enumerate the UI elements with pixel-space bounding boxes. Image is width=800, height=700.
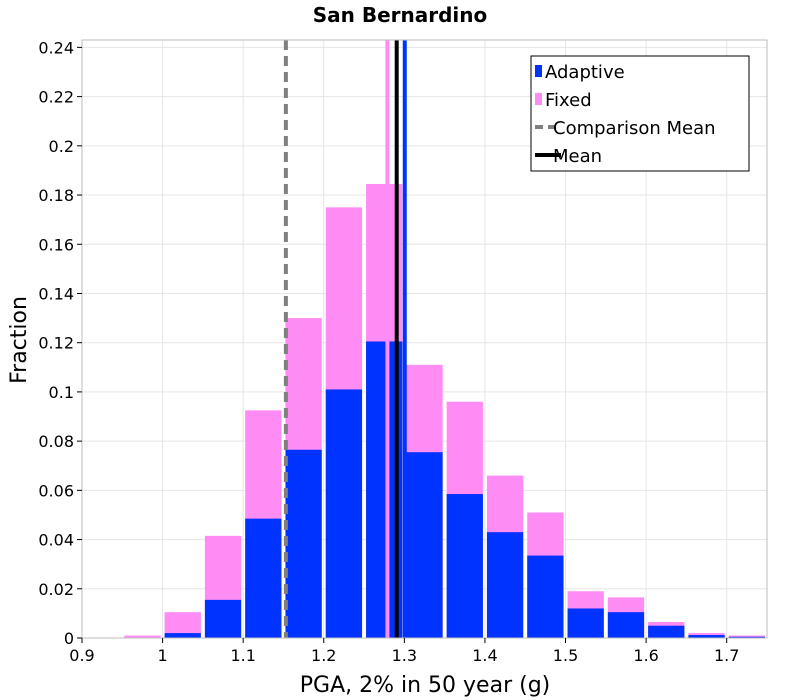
y-tick-label: 0.08 — [38, 432, 74, 451]
fixed-bars — [124, 183, 765, 639]
mean-lines — [283, 40, 407, 638]
legend-box — [530, 55, 750, 172]
adaptive-bar — [406, 452, 443, 638]
x-axis-label: PGA, 2% in 50 year (g) — [300, 673, 551, 698]
adaptive-bar — [446, 494, 483, 638]
y-tick-label: 0.18 — [38, 186, 74, 205]
y-tick-label: 0.14 — [38, 284, 74, 303]
y-tick-label: 0.06 — [38, 481, 74, 500]
y-tick-label: 0.04 — [38, 531, 74, 550]
x-tick-label: 1.6 — [633, 646, 658, 665]
x-tick-label: 1.4 — [472, 646, 497, 665]
adaptive-bar — [728, 636, 765, 638]
y-tick-label: 0.02 — [38, 580, 74, 599]
y-tick-label: 0 — [64, 629, 74, 648]
x-tick-label: 1.7 — [714, 646, 739, 665]
adaptive-legend-label: Adaptive — [545, 62, 625, 83]
x-tick-label: 1.5 — [553, 646, 578, 665]
adaptive-bar — [607, 612, 645, 638]
adaptive-bar — [164, 633, 201, 638]
x-axis-ticks: 0.9 1 1.1 1.2 1.3 1.4 1.5 1.6 1.7 — [69, 638, 739, 665]
adaptive-bar — [648, 625, 685, 638]
adaptive-legend-swatch — [535, 65, 542, 77]
mean-legend-label: Mean — [553, 146, 602, 167]
adaptive-bar — [688, 635, 725, 638]
plot-frame — [81, 39, 768, 639]
fixed-legend-label: Fixed — [545, 90, 592, 111]
y-axis-ticks: 0 0.02 0.04 0.06 0.08 0.1 0.12 0.14 0.16 0.18 0.2 0… — [38, 38, 82, 648]
fixed-bar — [124, 635, 161, 638]
adaptive-bars — [124, 341, 765, 638]
y-axis-label: Fraction — [7, 296, 32, 384]
fixed-legend-swatch — [535, 93, 542, 105]
adaptive-bar — [486, 532, 524, 638]
adaptive-bar — [567, 608, 604, 638]
y-tick-label: 0.16 — [38, 235, 74, 254]
y-tick-label: 0.22 — [38, 88, 74, 107]
legend: Adaptive Fixed Comparison Mean Mean — [530, 55, 750, 172]
adaptive-bar — [285, 449, 322, 638]
x-tick-label: 1.3 — [392, 646, 417, 665]
adaptive-bar — [325, 389, 363, 638]
y-tick-label: 0.12 — [38, 334, 74, 353]
adaptive-bar — [204, 599, 242, 638]
x-tick-label: 0.9 — [69, 646, 94, 665]
y-tick-label: 0.2 — [49, 137, 74, 156]
x-tick-label: 1.2 — [311, 646, 336, 665]
comparison-mean-legend-label: Comparison Mean — [553, 118, 716, 139]
y-tick-label: 0.1 — [49, 383, 74, 402]
adaptive-bar — [527, 555, 564, 638]
adaptive-bar — [245, 518, 282, 638]
x-tick-label: 1 — [157, 646, 167, 665]
x-tick-label: 1.1 — [230, 646, 255, 665]
y-tick-label: 0.24 — [38, 38, 74, 57]
chart-title: San Bernardino — [313, 3, 488, 27]
